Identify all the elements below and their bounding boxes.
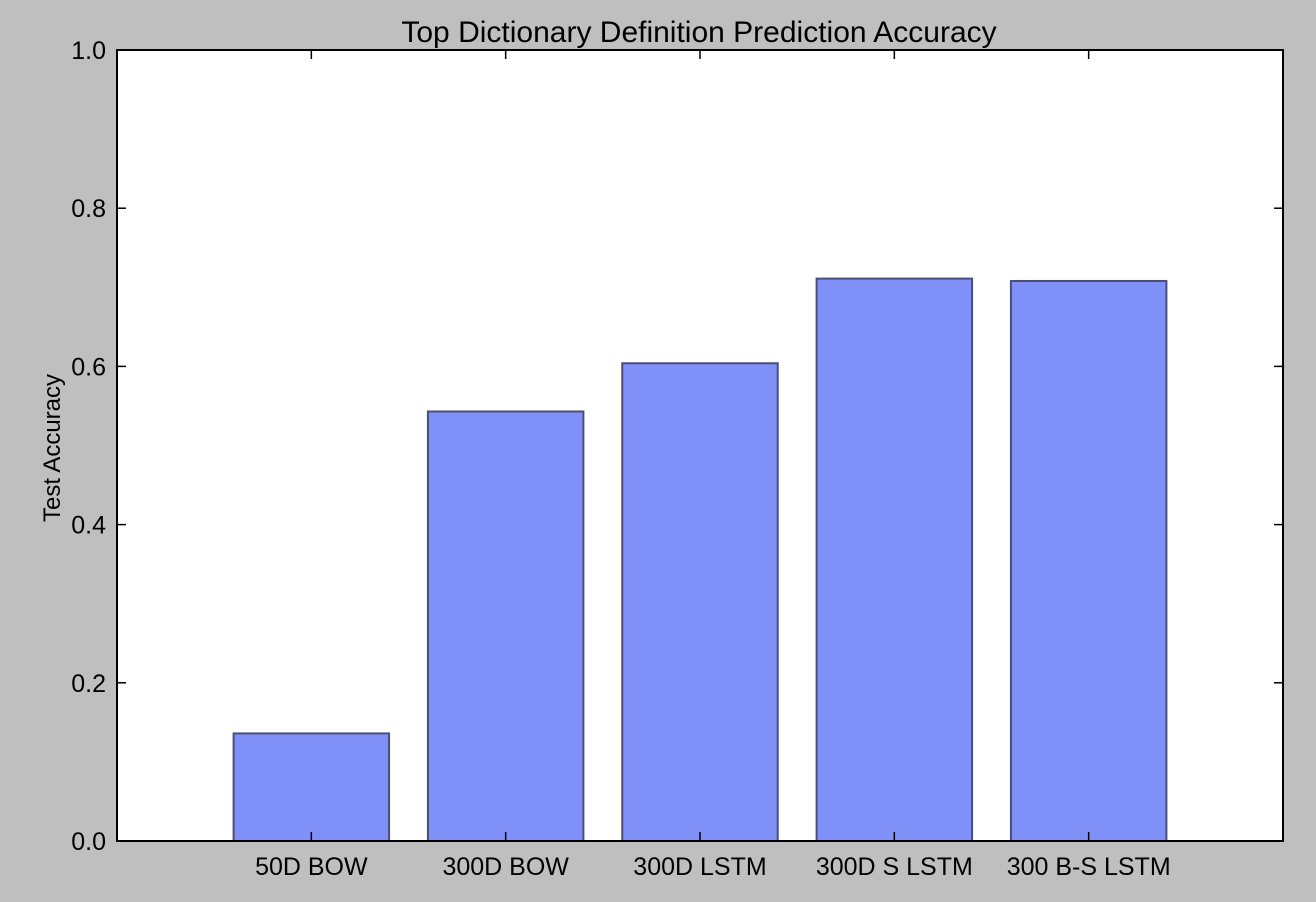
bar-50d-bow xyxy=(232,732,391,843)
bar-300-b-s-lstm xyxy=(1009,279,1168,842)
y-tick-label: 0.6 xyxy=(71,353,106,381)
y-tick-label: 0.2 xyxy=(71,670,106,698)
x-tick-label: 300D BOW xyxy=(442,853,569,881)
chart-title: Top Dictionary Definition Prediction Acc… xyxy=(401,16,996,49)
ticks-group: 50D BOW 300D BOW 300D LSTM 300D S LSTM 300 B… xyxy=(71,37,1283,881)
y-tick-label: 0.4 xyxy=(71,512,106,540)
bar-300d-s-lstm xyxy=(815,277,974,842)
y-tick-label: 1.0 xyxy=(71,37,106,65)
y-tick-label: 0.8 xyxy=(71,195,106,223)
x-tick-label: 300 B-S LSTM xyxy=(1007,853,1171,881)
bars-group xyxy=(232,277,1168,843)
x-tick-label: 300D S LSTM xyxy=(816,853,973,881)
x-tick-label: 300D LSTM xyxy=(633,853,766,881)
x-tick-label: 50D BOW xyxy=(255,853,368,881)
bar-300d-bow xyxy=(426,410,585,842)
y-tick-label: 0.0 xyxy=(71,828,106,856)
y-axis-label: Test Accuracy xyxy=(39,374,66,522)
bar-300d-lstm xyxy=(621,362,779,842)
